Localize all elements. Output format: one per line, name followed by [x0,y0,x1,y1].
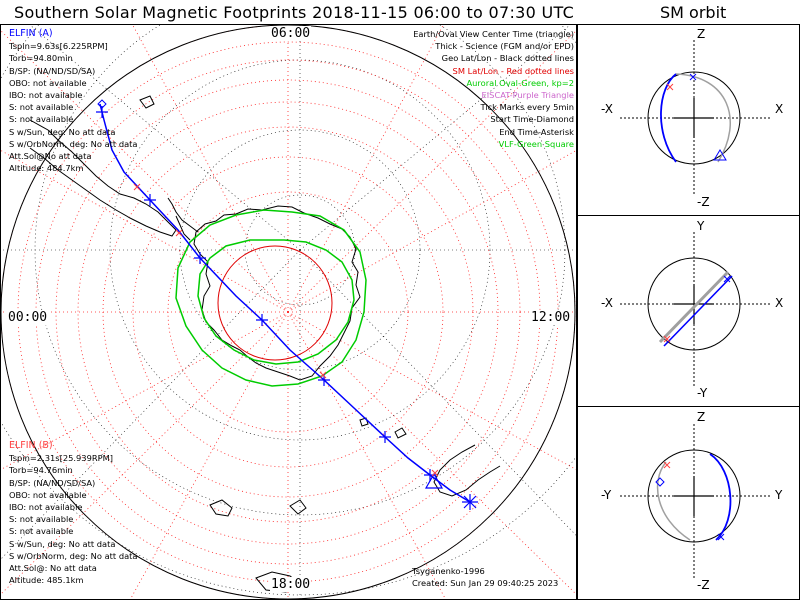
orbit-yz-bottom-label: -Z [697,578,710,592]
legend-item: End Time-Asterisk [499,126,574,137]
elfin-a-line: Altitude: 484.7km [9,163,84,174]
created-timestamp: Created: Sun Jan 29 09:40:25 2023 [412,578,559,589]
elfin-b-line: B/SP: (NA/ND/SD/SA) [9,477,96,488]
orbit-xy-top-label: Y [697,219,705,233]
orbit-yz-right-label: Y [775,488,783,502]
elfin-b-name: ELFIN (B) [9,440,53,451]
legend-item: VLF-Green Square [498,138,574,149]
legend-item: EISCAT-Purple Triangle [481,89,574,100]
south-america-coastline [29,119,177,237]
elfin-b-info: ELFIN (B) Tspin=2.31s[25.939RPM] Torb=94… [9,440,138,586]
time-label-bottom: 18:00 [270,577,312,592]
elfin-a-line: S w/Sun, deg: No att data [9,126,116,137]
orbit-xz-left-label: -X [601,102,613,116]
elfin-a-line: OBO: not available [9,77,87,88]
africa-coastline [433,444,501,497]
elfin-b-line: S: not available [9,514,74,525]
time-label-left: 00:00 [7,310,49,325]
elfin-a-info: ELFIN (A) Tspin=9.63s[6.225RPM] Torb=94.… [9,28,138,174]
legend-item: SM Lat/Lon - Red dotted lines [452,65,574,76]
antarctic-peninsula [167,197,199,241]
auroral-oval-inner [197,239,355,365]
elfin-a-line: B/SP: (NA/ND/SD/SA) [9,65,96,76]
orbit-panel-yz-frame [577,406,800,600]
elfin-b-line: S w/Sun, deg: No att data [9,538,116,549]
legend-item: Auroral Oval-Green, kp=2 [466,77,574,88]
legend-item: Earth/Oval View Center Time (triangle) [413,29,574,39]
page-title: Southern Solar Magnetic Footprints 2018-… [14,3,575,22]
elfin-a-footprint-track [99,103,471,503]
elfin-a-line: S: not available [9,114,74,125]
orbit-xy-left-label: -X [601,296,613,310]
legend-item: Tick Marks every 5min [480,102,574,113]
orbit-panel-title: SM orbit [660,3,727,22]
orbit-yz-top-label: Z [697,410,706,424]
elfin-b-line: Torb=94.76min [9,465,73,476]
legend-item: Start Time-Diamond [490,114,574,125]
elfin-a-line: IBO: not available [9,89,83,100]
track-tick-marks [96,106,436,481]
elfin-b-line: IBO: not available [9,501,83,512]
orbit-panel-xy [620,232,770,388]
orbit-xz-bottom-label: -Z [697,195,710,209]
orbit-xz-right-label: X [775,102,784,116]
elfin-a-line: Tspin=9.63s[6.225RPM] [9,41,108,52]
orbit-panel-xz-frame [577,24,800,216]
legend-item: Geo Lat/Lon - Black dotted lines [441,53,574,64]
geo-latlon-grid [1,25,576,599]
elfin-b-line: Altitude: 485.1km [9,575,84,586]
elfin-b-line: Tspin=2.31s[25.939RPM] [9,453,114,464]
end-asterisk [462,494,478,510]
start-diamond [97,99,107,109]
time-label-right: 12:00 [530,310,572,325]
elfin-a-name: ELFIN (A) [9,28,53,39]
credits: Tsyganenko-1996 Created: Sun Jan 29 09:4… [412,565,558,589]
sm-pole-circle [217,245,333,361]
elfin-b-line: OBO: not available [9,489,87,500]
elfin-track [96,99,478,510]
map-legend: Earth/Oval View Center Time (triangle) T… [413,28,574,150]
elfin-b-line: S w/OrbNorm, deg: No att data [9,550,138,561]
orbit-panel-xz [620,40,770,196]
legend-item: Thick - Science (FGM and/or EPD) [435,41,574,52]
time-label-top: 06:00 [270,26,312,41]
elfin-a-line: S: not available [9,102,74,113]
orbit-xy-right-label: X [775,296,784,310]
elfin-a-line: Torb=94.80min [9,53,73,64]
elfin-a-line: Att.Sol@No att data [9,150,92,161]
orbit-panel-yz [620,424,770,580]
view-center-triangle [424,472,444,489]
orbit-xz-top-label: Z [697,27,706,41]
model-credit: Tsyganenko-1996 [412,566,485,576]
elfin-b-footprint-marks [133,183,439,477]
orbit-yz-left-label: -Y [601,488,612,502]
map-boundary-circle [1,25,576,599]
elfin-b-line: Att.Sol@: No att data [9,562,97,573]
auroral-oval-outer [175,209,367,387]
elfin-a-line: S w/OrbNorm, deg: No att data [9,138,138,149]
orbit-xy-bottom-label: -Y [697,386,708,400]
elfin-b-line: S: not available [9,526,74,537]
